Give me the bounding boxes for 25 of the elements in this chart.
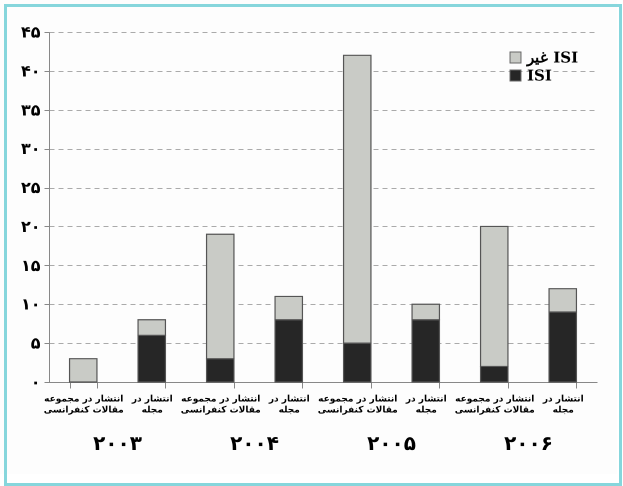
- y-tick-label: ۴۵: [20, 22, 41, 42]
- x-tick-label: انتشار در مجله: [404, 394, 447, 416]
- legend-label: غیر ISI: [526, 48, 578, 66]
- y-tick-label: ۰: [30, 372, 40, 392]
- bar: [68, 358, 98, 383]
- y-tick-label: ۲۵: [20, 178, 41, 198]
- x-tick-label: انتشار در مجله: [542, 394, 584, 416]
- x-tick-label: انتشار در مجموعه مقالات کنفرانسی: [44, 394, 124, 416]
- text: ۲۰۰۶: [504, 431, 553, 455]
- legend-label: ISI: [527, 66, 552, 84]
- text: ۲۰۰۵: [367, 431, 416, 455]
- y-tick-label: ۱۵: [20, 256, 41, 275]
- y-tick-label: ۱۰: [20, 294, 40, 314]
- x-tick-label: انتشار در مجله: [268, 394, 310, 416]
- x-tick-label: انتشار در مجموعه مقالات کنفرانسی: [318, 394, 398, 416]
- x-tick-label: انتشار در مجموعه مقالات کنفرانسی: [180, 394, 261, 416]
- y-tick-label: ۳۰: [20, 139, 40, 158]
- y-tick-label: ۴۰: [20, 61, 40, 80]
- text: ۲۰۰۴: [230, 431, 279, 455]
- y-tick-label: ۲۰: [20, 216, 40, 236]
- text: ۲۰۰۳: [93, 431, 142, 455]
- y-tick-label: ۳۵: [20, 100, 41, 120]
- y-tick-label: ۵: [30, 334, 41, 353]
- x-tick-label: انتشار در مجموعه مقالات کنفرانسی: [454, 394, 535, 416]
- x-tick-label: انتشار در مجله: [130, 394, 173, 416]
